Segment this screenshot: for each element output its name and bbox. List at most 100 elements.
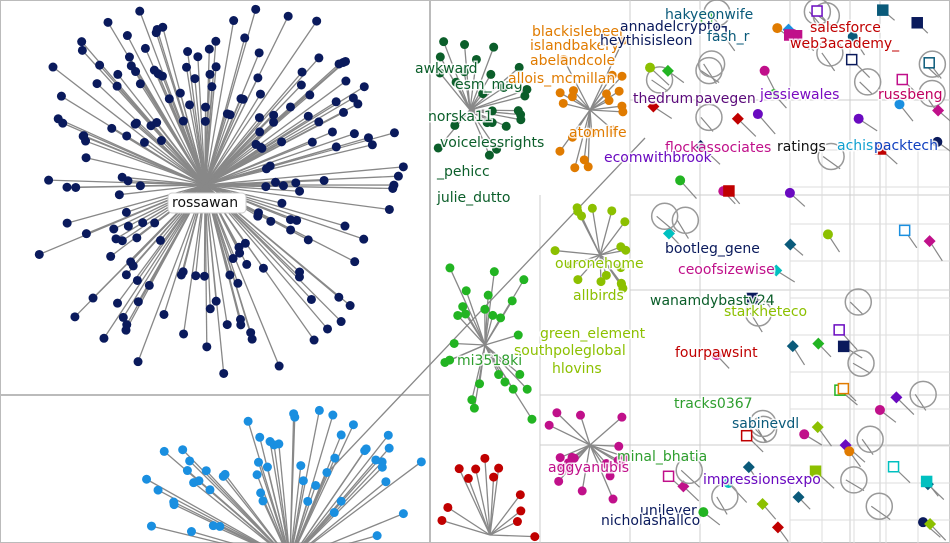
edge <box>559 444 591 459</box>
node <box>135 79 145 89</box>
self-loop <box>650 202 679 231</box>
node <box>770 264 783 277</box>
node <box>480 453 490 463</box>
edge <box>204 57 320 186</box>
node-label: tracks0367 <box>674 396 753 412</box>
self-loop <box>645 66 674 94</box>
edge <box>204 131 261 186</box>
node <box>314 53 324 63</box>
node <box>228 254 238 264</box>
node <box>833 324 845 336</box>
node <box>95 60 105 70</box>
node <box>445 355 455 365</box>
node <box>240 238 250 248</box>
node <box>178 445 188 455</box>
node <box>323 324 333 334</box>
node <box>487 106 497 116</box>
label-box <box>167 192 247 214</box>
edge <box>471 344 486 400</box>
node <box>252 470 262 480</box>
edge <box>278 443 290 543</box>
node <box>486 69 496 79</box>
node <box>451 77 461 87</box>
node <box>164 94 174 104</box>
self-loop <box>711 483 739 511</box>
node-label: blackislebeer <box>532 24 625 40</box>
node <box>723 185 735 197</box>
node <box>522 384 532 394</box>
edge <box>83 135 206 186</box>
node <box>516 506 526 516</box>
node <box>274 439 284 449</box>
edge <box>577 254 601 281</box>
node <box>608 494 618 504</box>
node <box>205 69 215 79</box>
edge <box>700 145 721 165</box>
edge <box>204 146 262 186</box>
node <box>605 471 615 481</box>
edge <box>204 184 291 231</box>
node <box>295 267 305 277</box>
node <box>471 54 481 64</box>
node <box>291 178 301 188</box>
node <box>274 361 284 371</box>
node <box>88 293 98 303</box>
node <box>124 52 134 62</box>
edge <box>204 184 390 211</box>
node-label: minal_bhatia <box>617 449 707 465</box>
edge <box>204 121 320 186</box>
edge <box>469 66 520 111</box>
node <box>675 175 686 186</box>
node <box>327 127 337 137</box>
edge <box>119 184 206 196</box>
node-label: southpoleglobal <box>514 343 626 359</box>
node <box>389 128 399 138</box>
edge <box>656 215 676 233</box>
node <box>81 153 91 163</box>
node <box>579 155 589 165</box>
edge <box>173 501 258 543</box>
node <box>896 73 909 86</box>
node <box>144 280 154 290</box>
node <box>694 140 707 153</box>
edge <box>204 184 346 227</box>
node <box>254 457 264 467</box>
node <box>328 410 338 420</box>
node <box>303 496 313 506</box>
node <box>336 430 346 440</box>
node <box>246 328 256 338</box>
node <box>459 67 469 77</box>
node <box>283 11 293 21</box>
edge <box>589 416 623 446</box>
edge <box>161 75 206 186</box>
node <box>756 497 769 510</box>
node <box>662 227 675 240</box>
node <box>140 43 150 53</box>
node-label: impressionsexpo <box>703 472 821 488</box>
edge <box>676 219 689 239</box>
node <box>558 98 568 108</box>
node <box>44 175 54 185</box>
node <box>853 113 864 124</box>
node <box>218 471 228 481</box>
node <box>837 340 850 353</box>
node <box>467 395 477 405</box>
node <box>112 81 122 91</box>
node <box>106 251 116 261</box>
node <box>566 260 576 270</box>
node <box>152 118 162 128</box>
node <box>809 465 822 477</box>
edge <box>464 313 486 346</box>
edge <box>591 208 601 256</box>
node <box>254 48 264 58</box>
node <box>285 102 295 112</box>
node <box>222 320 232 330</box>
edge <box>469 88 528 111</box>
node <box>169 500 179 510</box>
node <box>118 312 128 322</box>
node <box>215 521 225 531</box>
node <box>570 163 580 173</box>
edge <box>489 477 495 536</box>
node <box>715 26 727 38</box>
edge <box>204 93 262 186</box>
